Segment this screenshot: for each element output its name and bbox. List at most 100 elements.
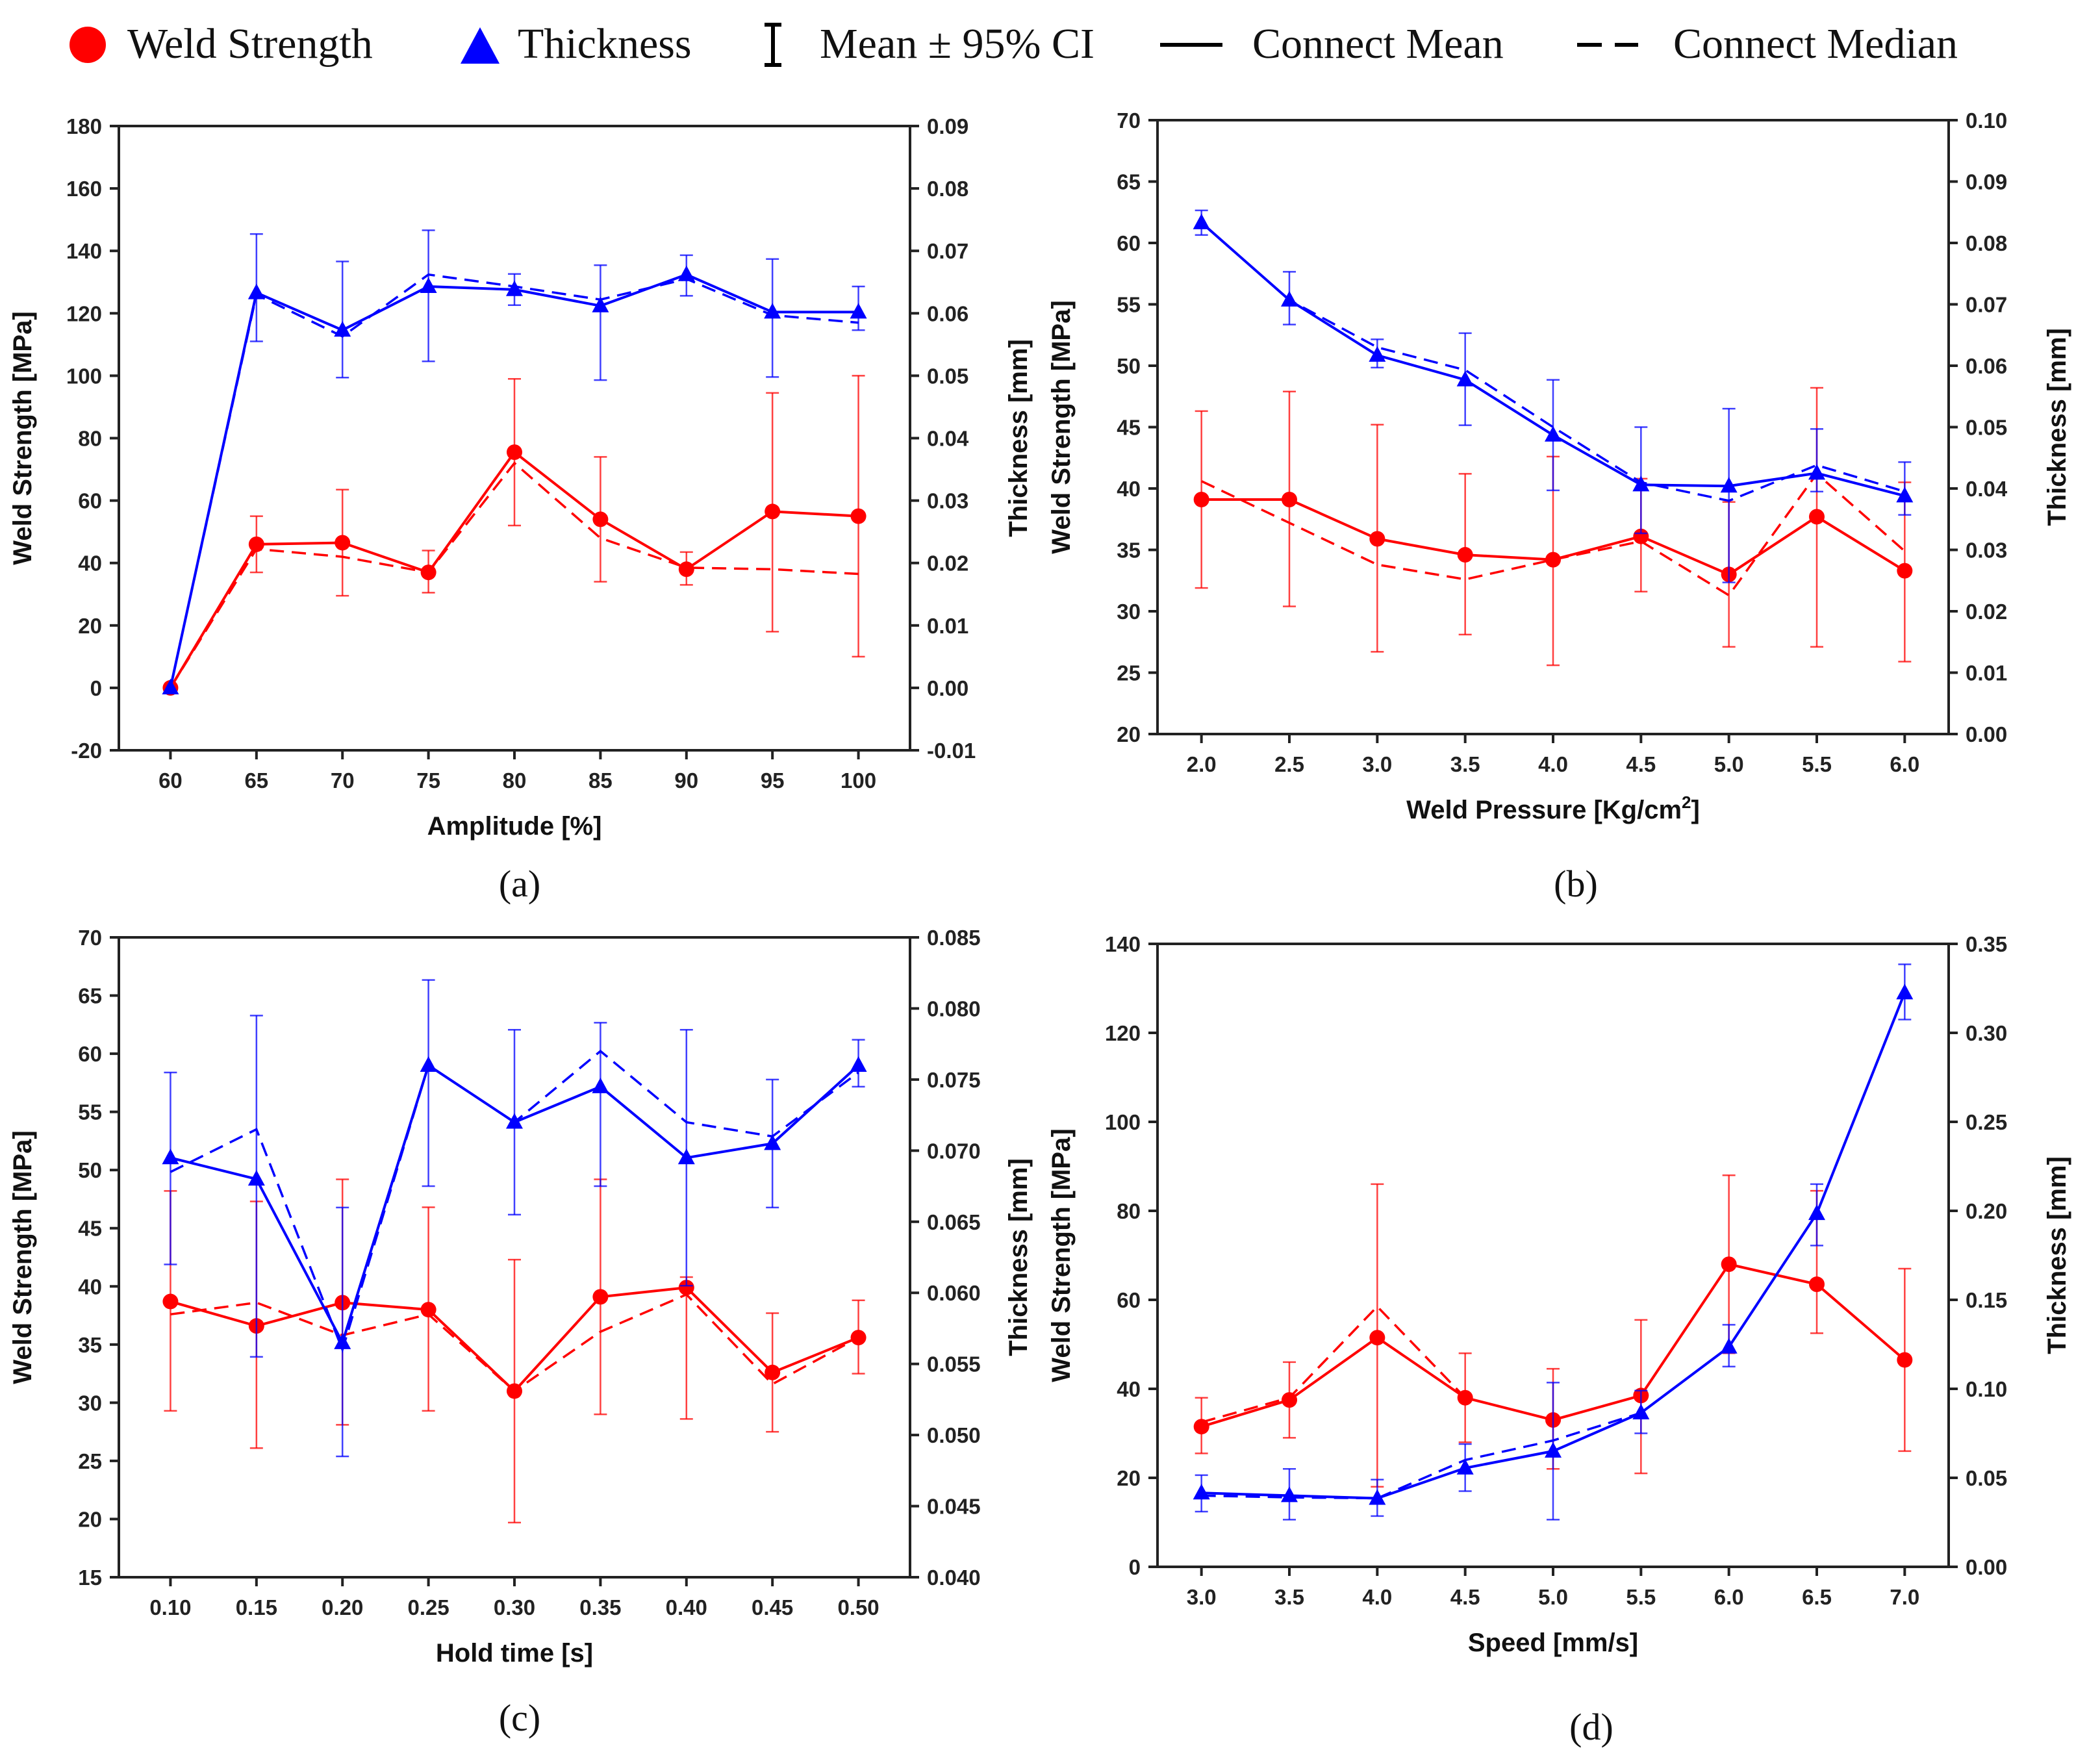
weld-strength-point [1633,528,1649,544]
y-tick-label: 70 [1117,108,1141,133]
y-tick-label: 20 [1117,1466,1141,1490]
y2-tick-label: 0.03 [1966,539,2007,563]
y-tick-label: 50 [78,1158,102,1182]
y-tick-label: -20 [71,739,102,763]
y-tick-label: 40 [78,552,102,576]
y2-tick-label: 0.30 [1966,1021,2007,1045]
x-tick-label: 0.10 [149,1595,191,1619]
weld-strength-point [592,511,609,527]
weld-strength-point [1282,492,1297,508]
x-tick-label: 4.0 [1538,752,1568,776]
y2-tick-label: 0.05 [1966,1466,2007,1490]
x-tick-label: 4.5 [1626,752,1656,776]
x-tick-label: 85 [588,768,613,793]
thickness-point [1808,464,1825,480]
weld-strength-point [1457,1389,1473,1406]
panel-caption: (c) [499,1697,540,1739]
y-tick-label: 60 [78,1042,102,1066]
y-tick-label: 55 [78,1100,102,1124]
weld-strength-point [765,503,781,520]
y2-tick-label: 0.10 [1966,108,2007,133]
legend-ci-icon [765,23,781,67]
x-tick-label: 3.5 [1450,752,1480,776]
panel-a: 60 65 70 75 80 85 90 95 100 -20 0 20 40 60 80 100 120 140… [8,114,1033,905]
x-tick-label: 3.5 [1274,1585,1304,1609]
thickness-point [1281,1486,1298,1503]
thickness-point [1369,1489,1386,1505]
thickness-point [1545,425,1562,442]
panel-caption: (b) [1554,863,1598,905]
x-axis-title: Weld Pressure [Kg/cm2] [1406,793,1700,824]
thickness-point [1369,346,1386,362]
weld-strength-point [1545,552,1561,568]
x-axis-title: Speed [mm/s] [1468,1629,1638,1657]
y2-tick-label: 0.00 [927,676,968,700]
y-tick-label: 35 [78,1333,102,1357]
y2-tick-label: 0.080 [927,996,981,1021]
y2-tick-label: 0.00 [1966,1555,2007,1579]
thickness-point [1632,476,1650,492]
thickness-point [506,280,523,296]
thickness-point [420,1056,437,1072]
y-tick-label: 65 [1117,170,1141,194]
y-tick-label: 100 [1105,1110,1141,1134]
y-tick-label: 45 [1117,416,1141,440]
panels: 60 65 70 75 80 85 90 95 100 -20 0 20 40 60 80 100 120 140… [8,108,2071,1748]
y2-tick-label: 0.08 [1966,231,2007,255]
y-tick-label: 30 [78,1391,102,1415]
y-tick-label: 55 [1117,293,1141,317]
thickness-point [1456,370,1474,387]
y2-tick-label: 0.06 [927,301,968,325]
y-tick-label: 40 [1117,1377,1141,1401]
y2-tick-label: 0.06 [1966,354,2007,378]
thickness-series [162,229,867,694]
y2-tick-label: 0.065 [927,1210,981,1234]
y-axis-title: Weld Strength [MPa] [1047,1128,1076,1382]
y2-tick-label: 0.050 [927,1423,981,1447]
weld-strength-median-line [169,461,859,689]
y-tick-label: 60 [1117,1288,1141,1312]
thickness-point [677,1148,695,1165]
y2-tick-label: 0.09 [1966,170,2007,194]
thickness-series [1193,209,1914,583]
x-tick-label: 0.20 [322,1595,363,1619]
y-tick-label: 0 [90,676,102,700]
x-tick-label: 100 [841,768,876,793]
thickness-point [764,303,781,319]
weld-strength-point [162,1293,179,1310]
y2-tick-label: 0.01 [927,614,968,638]
y2-tick-label: 0.00 [1966,722,2007,746]
y-tick-label: 15 [78,1566,102,1590]
y-tick-label: 20 [78,614,102,638]
legend-thickness-label: Thickness [518,20,692,68]
thickness-point [1720,1338,1738,1354]
y2-tick-label: 0.08 [927,177,968,201]
x-tick-label: 0.25 [407,1595,449,1619]
y2-tick-label: 0.03 [927,489,968,513]
y-tick-label: 65 [78,984,102,1008]
weld-strength-point [1721,1256,1737,1273]
thickness-point [1896,983,1914,1000]
y-axis-title: Weld Strength [MPa] [8,1130,37,1384]
x-tick-label: 2.5 [1274,752,1304,776]
y2-tick-label: 0.040 [927,1566,981,1590]
x-tick-label: 2.0 [1187,752,1217,776]
y-tick-label: 80 [78,427,102,451]
thickness-point [334,1333,351,1349]
y2-tick-label: 0.09 [927,114,968,138]
legend: Weld Strength Thickness Mean ± 95% CI Co… [70,20,1958,68]
weld-strength-point [1369,531,1385,547]
weld-strength-point [678,1280,694,1296]
weld-strength-point [1369,1330,1385,1346]
thickness-point [1545,1441,1562,1458]
thickness-point [764,1134,781,1150]
x-axis-title: Amplitude [%] [427,812,602,841]
y2-tick-label: 0.07 [927,239,968,263]
panel-d: 3.0 3.5 4.0 4.5 5.0 5.5 6.0 6.5 7.0 0 20 40 60 80 100 1… [1047,932,2071,1748]
y2-tick-label: 0.04 [1966,477,2008,501]
y-tick-label: 60 [78,489,102,513]
x-tick-label: 4.5 [1450,1585,1480,1609]
weld-strength-point [1809,1276,1825,1293]
y2-axis-title: Thickness [mm] [1004,1158,1033,1356]
y2-tick-label: 0.070 [927,1139,981,1163]
